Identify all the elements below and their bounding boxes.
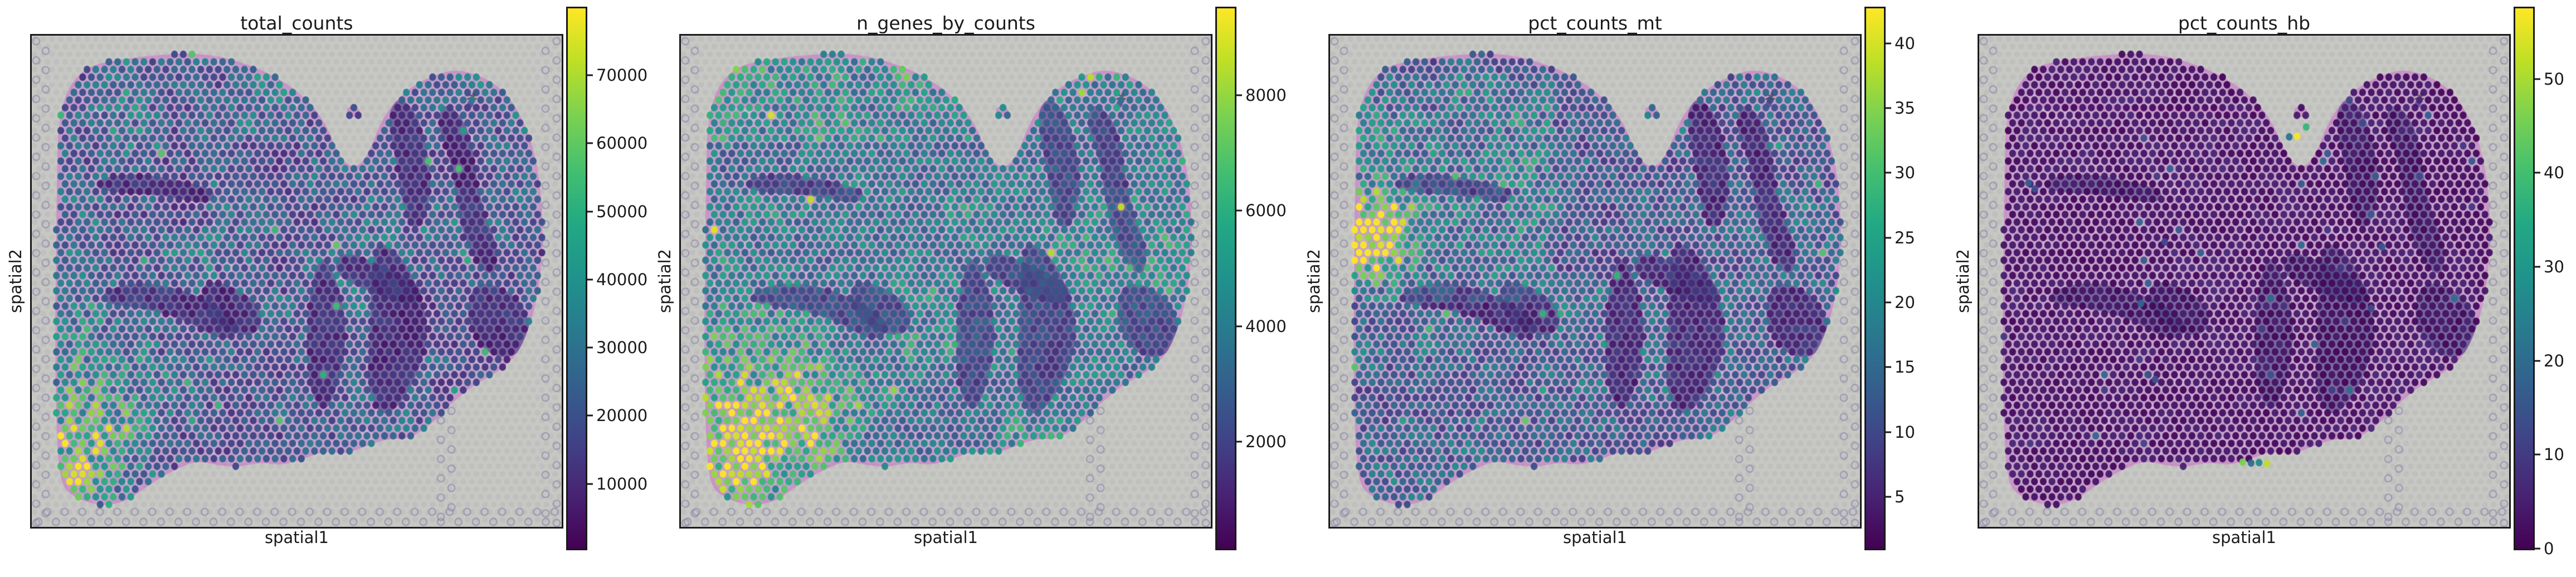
colorbar-ticks: 2000 4000 6000 8000 [1236,8,1298,549]
spatial-plot [679,34,1212,529]
colorbar-tick-mark [2535,266,2540,268]
colorbar-tick-label: 40000 [596,270,648,289]
colorbar-tick-mark [2535,547,2540,550]
colorbar-tick-label: 50 [2544,69,2564,89]
colorbar-ticks: 0 10 20 30 40 50 [2535,8,2576,558]
colorbar-tick-label: 10000 [596,474,648,493]
spatial-plot [1978,34,2511,529]
y-axis-label: spatial2 [1304,249,1323,314]
colorbar-tick-label: 30 [2544,257,2564,276]
colorbar-tick-label: 15 [1895,358,1915,377]
colorbar-tick-mark [1886,496,1891,498]
colorbar [1215,7,1236,550]
x-axis-label: spatial1 [914,528,978,547]
colorbar-tick-mark [587,483,593,485]
colorbar-tick-mark [1236,441,1242,443]
colorbar-tick-mark [1236,325,1242,327]
colorbar-tick-mark [587,278,593,281]
spatial-scatter-canvas [1979,36,2509,527]
colorbar-tick-label: 0 [2544,539,2554,558]
colorbar-tick-label: 5 [1895,487,1905,506]
spatial-plot [1328,34,1862,529]
spatial-scatter-canvas [1330,36,1860,527]
colorbar-tick-mark [2535,172,2540,174]
colorbar-tick-label: 35 [1895,99,1915,118]
colorbar-tick-mark [1236,209,1242,212]
colorbar-tick-mark [587,414,593,417]
panel-title: total_counts [240,12,353,34]
x-axis-label: spatial1 [265,528,329,547]
colorbar-tick-label: 4000 [1245,316,1287,336]
y-axis-label: spatial2 [6,249,25,314]
colorbar-tick-mark [1886,301,1891,304]
colorbar-tick-label: 40 [2544,163,2564,183]
x-axis-label: spatial1 [2212,528,2276,547]
colorbar-tick-mark [2535,360,2540,362]
colorbar-tick-mark [1886,237,1891,239]
y-axis-label: spatial2 [655,249,674,314]
colorbar-tick-mark [1886,431,1891,433]
colorbar-ticks: 10000 20000 30000 40000 50000 60000 70000 [587,8,649,549]
panel-title: n_genes_by_counts [856,12,1035,34]
colorbar-tick-label: 70000 [596,65,648,85]
panel-pct-counts-hb: pct_counts_hb spatial2 spatial1 0 10 20 30 4… [1947,0,2576,577]
colorbar [2514,7,2535,550]
colorbar-tick-mark [1236,94,1242,96]
panel-pct-counts-mt: pct_counts_mt spatial2 spatial1 5 10 15 20 2… [1298,0,1947,577]
panel-total-counts: total_counts spatial2 spatial1 10000 2000… [0,0,649,577]
spatial-plot [30,34,563,529]
colorbar-tick-label: 10 [2544,445,2564,464]
colorbar-tick-label: 30000 [596,338,648,358]
colorbar-tick-mark [587,142,593,144]
colorbar-tick-label: 2000 [1245,432,1287,452]
y-axis-label: spatial2 [1954,249,1973,314]
spatial-scatter-canvas [32,36,562,527]
colorbar [1864,7,1886,550]
colorbar-ticks: 5 10 15 20 25 30 35 40 [1886,8,1947,549]
colorbar-tick-mark [587,74,593,76]
colorbar-tick-label: 10 [1895,422,1915,442]
colorbar-tick-label: 8000 [1245,85,1287,105]
colorbar-tick-label: 20 [1895,293,1915,312]
colorbar-tick-label: 20 [2544,351,2564,370]
colorbar-tick-label: 25 [1895,228,1915,247]
colorbar-tick-mark [587,211,593,212]
panel-n-genes-by-counts: n_genes_by_counts spatial2 spatial1 2000… [649,0,1298,577]
colorbar-tick-mark [1886,107,1891,109]
colorbar-tick-mark [2535,453,2540,456]
colorbar-tick-mark [1886,366,1891,368]
colorbar-tick-label: 20000 [596,406,648,426]
colorbar-tick-label: 60000 [596,134,648,153]
colorbar-tick-label: 6000 [1245,201,1287,221]
spatial-scatter-canvas [681,36,1211,527]
colorbar-tick-label: 30 [1895,163,1915,183]
panel-title: pct_counts_mt [1528,12,1662,34]
colorbar-tick-mark [587,346,593,349]
colorbar-tick-mark [2535,78,2540,80]
colorbar-tick-label: 50000 [596,202,648,221]
colorbar-tick-mark [1886,42,1891,45]
colorbar [566,7,587,550]
panel-title: pct_counts_hb [2178,12,2311,34]
x-axis-label: spatial1 [1563,528,1627,547]
colorbar-tick-label: 40 [1895,33,1915,53]
colorbar-tick-mark [1886,172,1891,174]
